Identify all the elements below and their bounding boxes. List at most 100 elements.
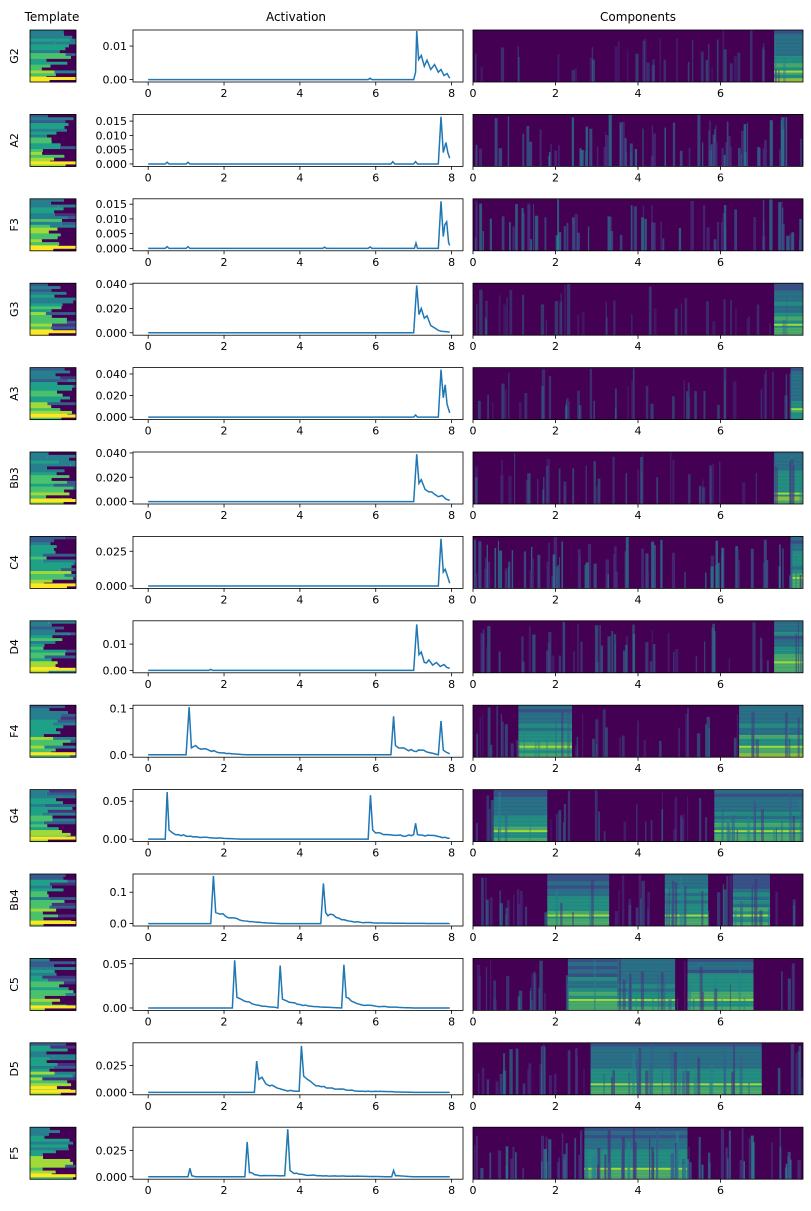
spectrogram-streak bbox=[614, 642, 617, 673]
spectrogram-streak bbox=[652, 545, 656, 589]
template-stripe bbox=[70, 56, 76, 60]
template-stripe bbox=[47, 838, 76, 843]
spectrogram-streak bbox=[528, 1063, 532, 1095]
spectrogram-streak bbox=[527, 473, 531, 504]
spectrogram-band bbox=[774, 320, 803, 325]
spectrogram-streak bbox=[487, 626, 491, 673]
template-stripe bbox=[30, 314, 52, 319]
template-stripe bbox=[30, 495, 47, 499]
x-tick-label: 6 bbox=[717, 509, 724, 522]
template-stripe bbox=[30, 480, 67, 485]
spectrogram-streak bbox=[722, 212, 726, 251]
spectrogram-band bbox=[774, 298, 803, 303]
spectrogram-band bbox=[774, 323, 803, 326]
x-tick-label: 2 bbox=[221, 762, 228, 775]
spectrogram-band bbox=[774, 474, 803, 479]
spectrogram-streak bbox=[651, 65, 655, 82]
spectrogram-band bbox=[739, 738, 803, 743]
spectrogram-streak bbox=[534, 740, 537, 758]
spectrogram-band bbox=[790, 401, 803, 406]
spectrogram-streak bbox=[528, 626, 531, 673]
spectrogram-band bbox=[567, 991, 618, 997]
template-stripe bbox=[57, 661, 76, 665]
spectrogram-streak bbox=[670, 1153, 674, 1180]
spectrogram-band bbox=[714, 811, 803, 817]
spectrogram-streak bbox=[779, 1127, 781, 1180]
template-stripe bbox=[67, 585, 76, 589]
template-stripe bbox=[30, 914, 59, 918]
template-stripe bbox=[60, 233, 76, 237]
spectrogram-streak bbox=[621, 735, 625, 758]
y-tick-label: 0.010 bbox=[96, 129, 128, 142]
y-tick-label: 0.00 bbox=[103, 74, 128, 87]
spectrogram-band bbox=[687, 984, 754, 989]
template-image bbox=[29, 789, 77, 843]
template-stripe bbox=[30, 77, 76, 80]
spectrogram-band bbox=[774, 309, 803, 314]
spectrogram-streak bbox=[593, 461, 596, 504]
spectrogram-band bbox=[732, 874, 770, 879]
x-tick-label: 2 bbox=[221, 256, 228, 269]
spectrogram-streak bbox=[555, 566, 558, 589]
x-tick-label: 2 bbox=[221, 593, 228, 606]
template-stripe bbox=[67, 1080, 76, 1084]
template-stripe bbox=[55, 748, 76, 752]
template-image bbox=[29, 873, 77, 927]
spectrogram-streak bbox=[656, 477, 659, 504]
spectrogram-streak bbox=[729, 875, 733, 926]
template-stripe bbox=[30, 623, 52, 628]
spectrogram-streak bbox=[698, 486, 701, 504]
spectrogram-streak bbox=[700, 51, 704, 82]
spectrogram-streak bbox=[683, 380, 685, 420]
spectrogram-band bbox=[714, 837, 803, 842]
spectrogram-streak bbox=[522, 1083, 526, 1095]
template-stripe bbox=[30, 1176, 74, 1180]
template-frame bbox=[29, 958, 77, 1011]
template-stripe bbox=[30, 1174, 76, 1178]
template-stripe bbox=[46, 1060, 76, 1064]
spectrogram-streak bbox=[609, 231, 614, 251]
spectrogram-band bbox=[617, 988, 676, 993]
activation-frame bbox=[132, 620, 464, 674]
template-stripe bbox=[56, 972, 76, 977]
spectrogram-band bbox=[790, 580, 803, 586]
spectrogram-band bbox=[547, 914, 610, 920]
activation-frame bbox=[132, 536, 464, 589]
spectrogram-streak bbox=[631, 314, 633, 336]
x-tick-label: 6 bbox=[372, 847, 379, 860]
spectrogram-streak bbox=[795, 555, 797, 589]
spectrogram-band bbox=[518, 720, 572, 725]
spectrogram-streak bbox=[518, 990, 523, 1011]
template-stripe bbox=[30, 216, 68, 220]
spectrogram-streak bbox=[498, 295, 501, 336]
x-tick-label: 4 bbox=[635, 87, 642, 100]
x-tick-label: 0 bbox=[470, 593, 477, 606]
spectrogram-streak bbox=[789, 461, 791, 504]
template-stripe bbox=[46, 466, 76, 470]
spectrogram-streak bbox=[730, 299, 732, 336]
template-stripe bbox=[73, 562, 76, 566]
spectrogram-streak bbox=[499, 1074, 503, 1095]
activation-axes: 0 2 4 6 80.00.1 bbox=[110, 702, 464, 775]
spectrogram-streak bbox=[501, 721, 504, 758]
x-tick-label: 6 bbox=[372, 1015, 379, 1028]
spectrogram-band bbox=[518, 738, 572, 743]
spectrogram-streak bbox=[752, 622, 756, 673]
spectrogram-band bbox=[790, 389, 803, 395]
spectrogram-band bbox=[518, 727, 572, 732]
template-stripe bbox=[30, 1077, 43, 1081]
template-stripe bbox=[66, 317, 76, 322]
spectrogram-band bbox=[547, 918, 610, 923]
spectrogram-band bbox=[687, 998, 754, 1001]
template-stripe bbox=[58, 460, 76, 465]
spectrogram-band bbox=[664, 874, 709, 879]
template-stripe bbox=[59, 1130, 76, 1134]
spectrogram-streak bbox=[766, 660, 769, 673]
template-stripe bbox=[42, 149, 76, 153]
template-stripe bbox=[30, 719, 58, 724]
row-label: A3 bbox=[8, 386, 21, 401]
spectrogram-streak bbox=[522, 294, 525, 336]
template-stripe bbox=[44, 1135, 76, 1140]
template-stripe bbox=[65, 163, 76, 167]
